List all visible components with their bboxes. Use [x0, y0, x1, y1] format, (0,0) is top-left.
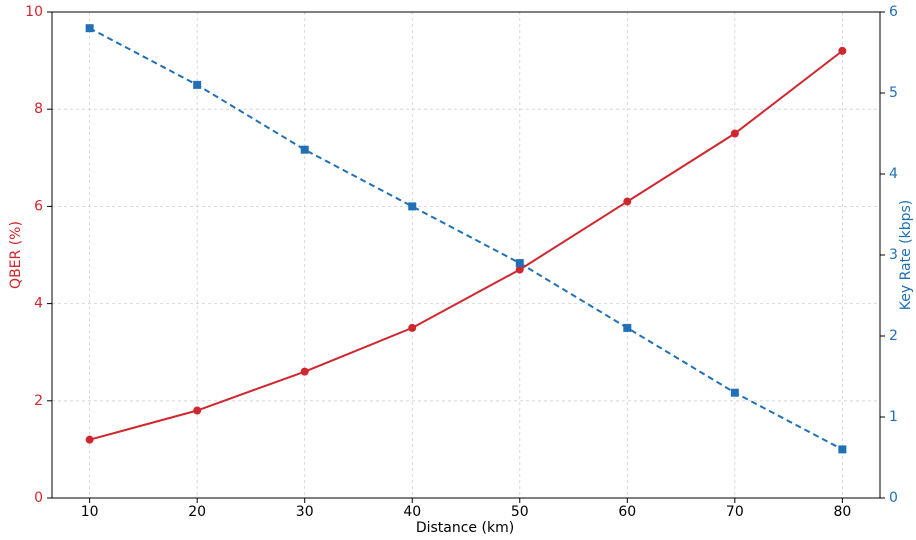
marker: [515, 265, 524, 274]
x-tick-label: 80: [833, 504, 851, 520]
y-tick-label: 10: [25, 4, 43, 20]
y2-axis-label: Key Rate (kbps): [898, 200, 914, 310]
marker: [300, 145, 309, 154]
y-tick-label: 8: [34, 101, 43, 117]
y2-tick-label: 6: [889, 4, 898, 20]
marker: [300, 367, 309, 376]
x-tick-label: 30: [296, 504, 314, 520]
marker: [515, 259, 524, 268]
x-tick-label: 40: [403, 504, 421, 520]
marker: [85, 435, 94, 444]
y2-tick-label: 4: [889, 166, 898, 182]
marker: [838, 46, 847, 55]
y2-tick-label: 1: [889, 409, 898, 425]
y-tick-label: 4: [34, 296, 43, 312]
y-tick-label: 2: [34, 393, 43, 409]
marker: [838, 445, 847, 454]
y2-tick-label: 2: [889, 328, 898, 344]
x-tick-label: 70: [726, 504, 744, 520]
y2-tick-label: 0: [889, 490, 898, 506]
marker: [85, 24, 94, 33]
y-tick-label: 6: [34, 198, 43, 214]
marker: [408, 202, 417, 211]
y2-tick-label: 5: [889, 85, 898, 101]
x-tick-label: 60: [618, 504, 636, 520]
marker: [408, 323, 417, 332]
marker: [623, 323, 632, 332]
y-tick-label: 0: [34, 490, 43, 506]
marker: [623, 197, 632, 206]
x-tick-label: 50: [511, 504, 529, 520]
x-tick-label: 10: [81, 504, 99, 520]
marker: [193, 406, 202, 415]
marker: [730, 129, 739, 138]
marker: [193, 80, 202, 89]
x-tick-label: 20: [188, 504, 206, 520]
plot-frame: [51, 11, 881, 499]
series-line: [89, 27, 843, 451]
y2-tick-label: 3: [889, 247, 898, 263]
marker: [730, 388, 739, 397]
series-line: [89, 50, 843, 441]
y-axis-label: QBER (%): [8, 221, 24, 289]
x-axis-label: Distance (km): [416, 520, 514, 536]
